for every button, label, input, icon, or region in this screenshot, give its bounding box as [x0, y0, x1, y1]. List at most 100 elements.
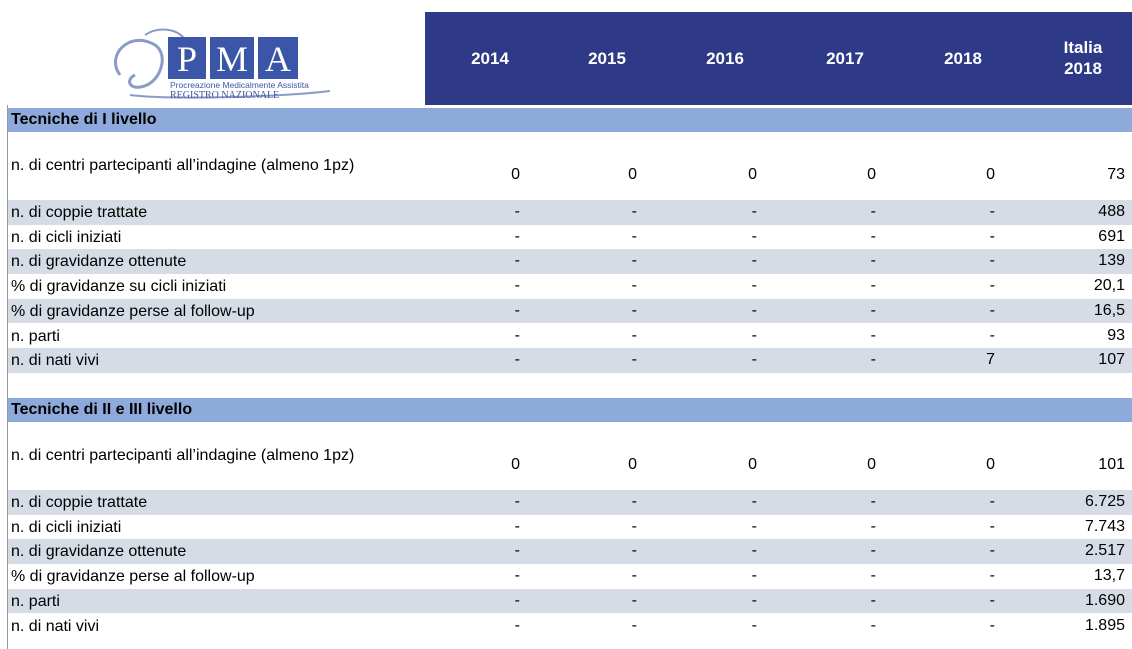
cell-value: -: [751, 203, 757, 220]
logo-letter: M: [216, 39, 248, 79]
cell-value: 93: [1107, 326, 1125, 344]
cell-value: 0: [867, 456, 876, 473]
cell-value: -: [870, 227, 876, 245]
cell-value: -: [870, 517, 876, 535]
cell-value: -: [751, 277, 757, 295]
table-row: % di gravidanze perse al follow-up - - - - - 1…: [8, 564, 1132, 589]
cell-value: -: [870, 326, 876, 344]
table-row: n. di coppie trattate - - - - - 6.725: [8, 490, 1132, 515]
cell-value: -: [514, 616, 520, 634]
cell-value: -: [631, 351, 637, 369]
cell-value: -: [631, 567, 637, 585]
cell-value: -: [751, 227, 757, 245]
cell-value: 20,1: [1093, 277, 1125, 295]
table-row: % di gravidanze su cicli iniziati - - - - - 20…: [8, 274, 1132, 299]
cell-value: 0: [628, 456, 637, 473]
cell-value: 691: [1098, 227, 1125, 245]
cell-value: -: [514, 493, 520, 510]
row-label: n. di gravidanze ottenute: [11, 543, 187, 561]
table-row: n. di centri partecipanti all’indagine (…: [8, 440, 1132, 490]
table-row: n. di nati vivi - - - - 7 107: [8, 348, 1132, 373]
row-label: % di gravidanze perse al follow-up: [11, 568, 255, 586]
table-row: n. di coppie trattate - - - - - 488: [8, 200, 1132, 225]
table-row: n. di gravidanze ottenute - - - - - 139: [8, 249, 1132, 275]
cell-value: 139: [1098, 252, 1125, 270]
cell-value: -: [514, 301, 520, 319]
cell-value: -: [870, 493, 876, 510]
cell-value: -: [989, 616, 995, 634]
cell-value: 0: [986, 166, 995, 183]
cell-value: 2.517: [1084, 542, 1125, 560]
row-label: n. di gravidanze ottenute: [11, 253, 187, 271]
cell-value: 13,7: [1093, 567, 1125, 585]
left-border: [7, 105, 8, 649]
cell-value: 107: [1098, 351, 1125, 369]
column-header: 2018: [944, 49, 982, 68]
table-row: n. di nati vivi - - - - - 1.895: [8, 614, 1132, 639]
cell-value: -: [870, 203, 876, 220]
logo-box: [210, 37, 254, 79]
table-row: n. di centri partecipanti all’indagine (…: [8, 150, 1132, 200]
cell-value: 101: [1098, 456, 1125, 473]
table-row: n. di cicli iniziati - - - - - 7.743: [8, 515, 1132, 540]
cell-value: -: [989, 227, 995, 245]
cell-value: -: [989, 326, 995, 344]
row-label: n. di cicli iniziati: [11, 228, 122, 246]
cell-value: -: [989, 591, 995, 609]
cell-value: 0: [511, 166, 520, 183]
header-band: [425, 12, 1132, 105]
cell-value: 0: [748, 456, 757, 473]
cell-value: -: [631, 252, 637, 270]
cell-value: -: [631, 227, 637, 245]
table-row: n. di cicli iniziati - - - - - 691: [8, 225, 1132, 250]
cell-value: -: [631, 517, 637, 535]
cell-value: 1.690: [1084, 591, 1125, 609]
logo-swirl: [113, 38, 164, 89]
column-header: 2016: [706, 49, 744, 68]
cell-value: -: [870, 277, 876, 295]
cell-value: 0: [867, 166, 876, 183]
row-label: n. di nati vivi: [11, 352, 100, 370]
column-header: 2015: [588, 49, 626, 68]
cell-value: -: [514, 542, 520, 560]
cell-value: -: [751, 567, 757, 585]
cell-value: -: [514, 326, 520, 344]
cell-value: -: [514, 591, 520, 609]
logo-box: [168, 37, 206, 79]
cell-value: -: [870, 542, 876, 560]
cell-value: -: [514, 203, 520, 220]
cell-value: 1.895: [1084, 616, 1125, 634]
cell-value: -: [989, 542, 995, 560]
cell-value: 7.743: [1084, 517, 1125, 535]
cell-value: -: [631, 493, 637, 510]
cell-value: 488: [1098, 203, 1125, 220]
cell-value: -: [989, 301, 995, 319]
cell-value: -: [870, 252, 876, 270]
row-label: n. di centri partecipanti all’indagine (…: [11, 447, 355, 464]
cell-value: -: [751, 351, 757, 369]
row-label: % di gravidanze perse al follow-up: [11, 302, 255, 320]
cell-value: 0: [511, 456, 520, 473]
cell-value: -: [870, 616, 876, 634]
cell-value: -: [751, 252, 757, 270]
row-label: n. parti: [11, 327, 60, 345]
cell-value: -: [631, 203, 637, 220]
row-label: n. di coppie trattate: [11, 204, 148, 221]
logo-subtitle: Procreazione Medicalmente Assistita: [170, 80, 309, 90]
cell-value: 0: [748, 166, 757, 183]
column-header: 2017: [826, 49, 864, 68]
row-label: n. di nati vivi: [11, 617, 100, 635]
logo-letter: P: [177, 39, 197, 79]
row-label: n. parti: [11, 592, 60, 610]
column-header: Italia 2018: [1063, 38, 1103, 78]
table-row: n. parti - - - - - 93: [8, 324, 1132, 349]
cell-value: 73: [1107, 166, 1125, 183]
cell-value: -: [514, 277, 520, 295]
cell-value: -: [514, 567, 520, 585]
cell-value: -: [870, 567, 876, 585]
cell-value: 0: [986, 456, 995, 473]
logo-registry: REGISTRO NAZIONALE: [170, 90, 279, 101]
cell-value: -: [751, 301, 757, 319]
cell-value: -: [751, 591, 757, 609]
